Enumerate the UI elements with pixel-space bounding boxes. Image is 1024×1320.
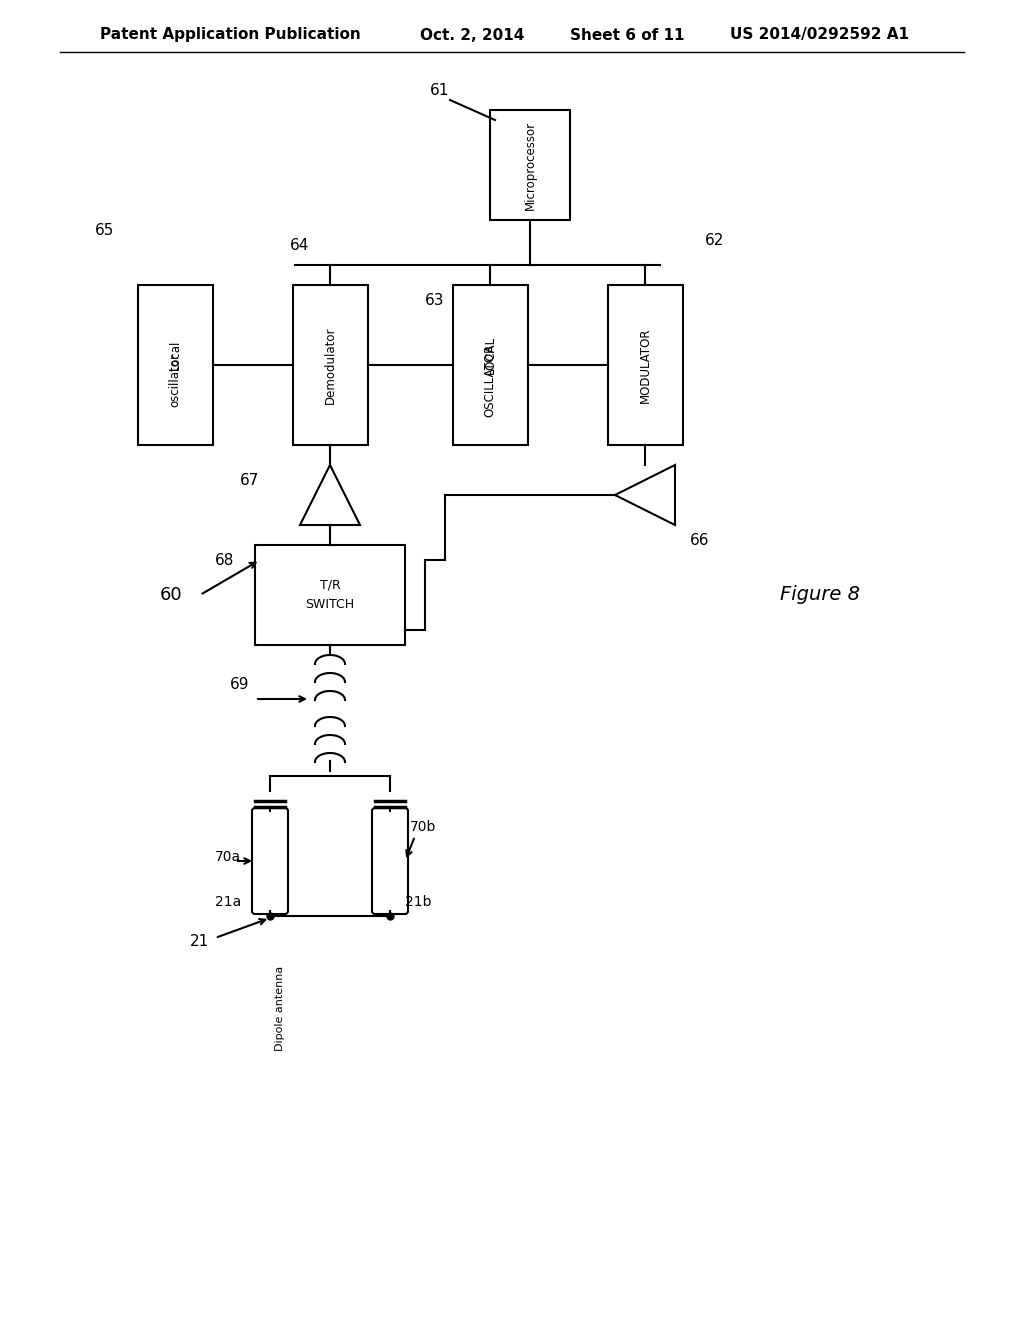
Text: Sheet 6 of 11: Sheet 6 of 11 (570, 28, 684, 42)
Bar (607, 285, 683, 445)
Text: MODULATOR: MODULATOR (639, 327, 651, 403)
Text: Local: Local (169, 339, 181, 370)
Text: 69: 69 (230, 677, 250, 692)
Text: Patent Application Publication: Patent Application Publication (100, 28, 360, 42)
FancyBboxPatch shape (252, 808, 288, 913)
Text: 21: 21 (190, 935, 209, 949)
Text: T/R: T/R (319, 578, 340, 591)
Text: 68: 68 (215, 553, 234, 568)
Text: OSCILLATOR: OSCILLATOR (483, 343, 497, 417)
Text: Oct. 2, 2014: Oct. 2, 2014 (420, 28, 524, 42)
Text: 60: 60 (160, 586, 182, 605)
Bar (293, 285, 368, 445)
Text: Dipole antenna: Dipole antenna (275, 966, 285, 1051)
Text: 67: 67 (240, 473, 259, 488)
Text: 64: 64 (290, 238, 309, 253)
Bar (255, 545, 406, 645)
Text: LOCAL: LOCAL (483, 335, 497, 374)
Text: oscillator: oscillator (169, 352, 181, 407)
Text: Microprocessor: Microprocessor (523, 120, 537, 210)
Text: SWITCH: SWITCH (305, 598, 354, 611)
Text: 62: 62 (705, 234, 724, 248)
Text: 70a: 70a (215, 850, 241, 865)
Text: 21a: 21a (215, 895, 242, 909)
Text: 21b: 21b (406, 895, 431, 909)
Text: 65: 65 (95, 223, 115, 238)
Text: Demodulator: Demodulator (324, 326, 337, 404)
Bar (490, 110, 570, 220)
Text: 66: 66 (690, 533, 710, 548)
Bar (453, 285, 527, 445)
Text: 61: 61 (430, 83, 450, 98)
FancyBboxPatch shape (372, 808, 408, 913)
Text: 70b: 70b (410, 820, 436, 834)
Text: Figure 8: Figure 8 (780, 585, 860, 605)
Text: 63: 63 (425, 293, 444, 308)
Text: US 2014/0292592 A1: US 2014/0292592 A1 (730, 28, 909, 42)
Bar (137, 285, 213, 445)
